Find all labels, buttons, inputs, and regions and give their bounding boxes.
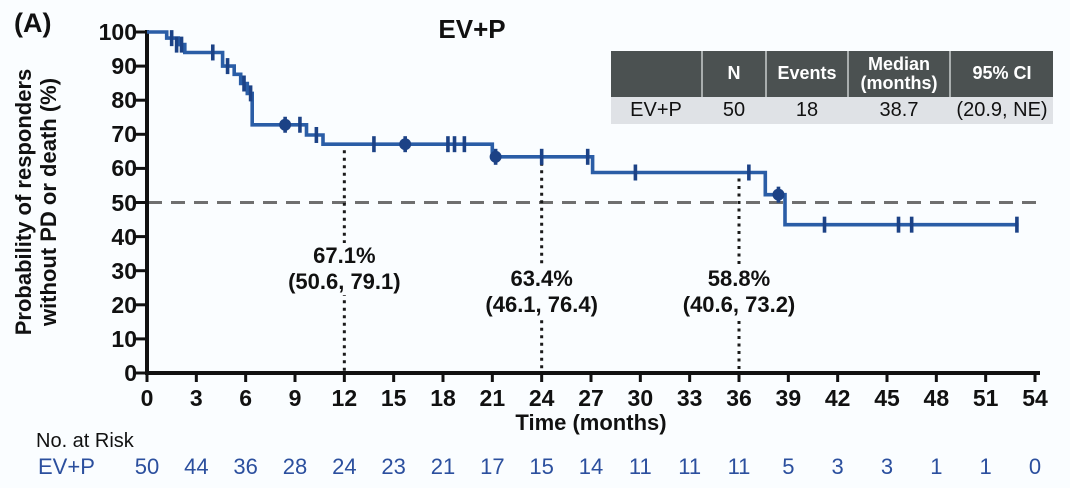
risk-count-3mo: 44 [184, 454, 209, 479]
risk-count-51mo: 1 [979, 454, 992, 479]
x-tick-label-39: 39 [775, 385, 802, 411]
summary-table-cell-group: EV+P [611, 97, 701, 124]
y-tick-label-50: 50 [111, 189, 137, 216]
risk-count-18mo: 21 [430, 454, 456, 479]
y-tick-label-10: 10 [111, 325, 137, 352]
summary-table-header-row: N Events Median (months) 95% CI [611, 51, 1053, 97]
y-tick-label-90: 90 [111, 53, 137, 80]
summary-table-cell-events: 18 [765, 97, 847, 124]
risk-count-0mo: 50 [134, 454, 160, 479]
y-tick-label-30: 30 [111, 257, 137, 284]
y-tick-label-70: 70 [111, 121, 137, 148]
risk-count-54mo: 0 [1028, 454, 1042, 479]
panel-label: (A) [14, 8, 52, 38]
landmark-value: 67.1% [313, 243, 376, 268]
y-axis-label-line1: Probability of responders [11, 68, 36, 336]
x-tick-label-33: 33 [676, 385, 703, 411]
x-tick-label-45: 45 [874, 385, 900, 411]
risk-count-39mo: 5 [782, 454, 795, 479]
x-tick-label-27: 27 [578, 385, 604, 411]
summary-table-header-median: Median (months) [847, 51, 949, 97]
risk-row-label: EV+P [38, 454, 95, 479]
x-tick-label-6: 6 [239, 385, 253, 411]
landmark-ci: (50.6, 79.1) [288, 269, 401, 294]
x-tick-label-21: 21 [479, 385, 506, 411]
x-tick-label-15: 15 [380, 385, 407, 411]
summary-table-cell-median: 38.7 [847, 97, 949, 124]
risk-count-27mo: 14 [578, 454, 604, 479]
y-tick-label-100: 100 [98, 19, 137, 45]
summary-table-data-row: EV+P 50 18 38.7 (20.9, NE) [611, 97, 1053, 124]
x-tick-label-3: 3 [189, 385, 203, 411]
x-tick-label-9: 9 [288, 385, 302, 411]
risk-count-30mo: 11 [628, 454, 652, 479]
risk-table-title: No. at Risk [36, 430, 134, 452]
summary-table-header-events: Events [765, 51, 847, 97]
x-tick-label-0: 0 [140, 385, 154, 411]
x-axis-label: Time (months) [515, 410, 667, 435]
summary-table-header-blank [611, 51, 701, 97]
x-tick-label-42: 42 [824, 385, 851, 411]
landmark-annotation-24mo: 63.4% (46.1, 76.4) [480, 266, 603, 318]
landmark-annotation-36mo: 58.8% (40.6, 73.2) [677, 266, 801, 318]
summary-table-header-ci: 95% CI [949, 51, 1053, 97]
x-tick-label-48: 48 [923, 385, 950, 411]
x-tick-label-18: 18 [430, 385, 456, 411]
y-tick-label-60: 60 [111, 155, 137, 182]
landmark-ci: (40.6, 73.2) [682, 292, 796, 317]
risk-count-45mo: 3 [880, 454, 894, 479]
risk-count-6mo: 36 [233, 454, 258, 479]
x-tick-label-12: 12 [331, 385, 358, 411]
x-tick-label-36: 36 [726, 385, 752, 411]
y-axis-label: Probability of responders without PD or … [11, 22, 61, 382]
risk-count-24mo: 15 [529, 454, 554, 479]
risk-count-12mo: 24 [332, 454, 357, 479]
summary-table: N Events Median (months) 95% CI EV+P 50 … [611, 51, 1053, 124]
risk-count-36mo: 11 [727, 454, 751, 479]
landmark-ci: (46.1, 76.4) [485, 292, 598, 317]
y-tick-label-20: 20 [111, 291, 137, 318]
summary-table-cell-n: 50 [701, 97, 765, 124]
x-tick-label-54: 54 [1022, 385, 1048, 411]
summary-table-cell-ci: (20.9, NE) [949, 97, 1053, 124]
y-tick-label-40: 40 [111, 223, 137, 250]
landmark-value: 58.8% [707, 266, 771, 291]
x-tick-label-30: 30 [627, 385, 654, 411]
risk-count-15mo: 23 [381, 454, 406, 479]
chart-title: EV+P [438, 14, 506, 44]
risk-count-9mo: 28 [282, 454, 308, 479]
risk-count-48mo: 1 [930, 454, 943, 479]
x-tick-label-24: 24 [528, 385, 555, 411]
summary-table-header-n: N [701, 51, 765, 97]
risk-count-42mo: 3 [831, 454, 844, 479]
risk-count-21mo: 17 [480, 454, 505, 479]
y-tick-label-0: 0 [124, 360, 137, 386]
landmark-annotation-12mo: 67.1% (50.6, 79.1) [283, 243, 406, 295]
risk-count-33mo: 11 [678, 454, 702, 479]
y-tick-label-80: 80 [111, 87, 137, 114]
x-tick-label-51: 51 [972, 385, 999, 411]
landmark-value: 63.4% [510, 266, 573, 291]
